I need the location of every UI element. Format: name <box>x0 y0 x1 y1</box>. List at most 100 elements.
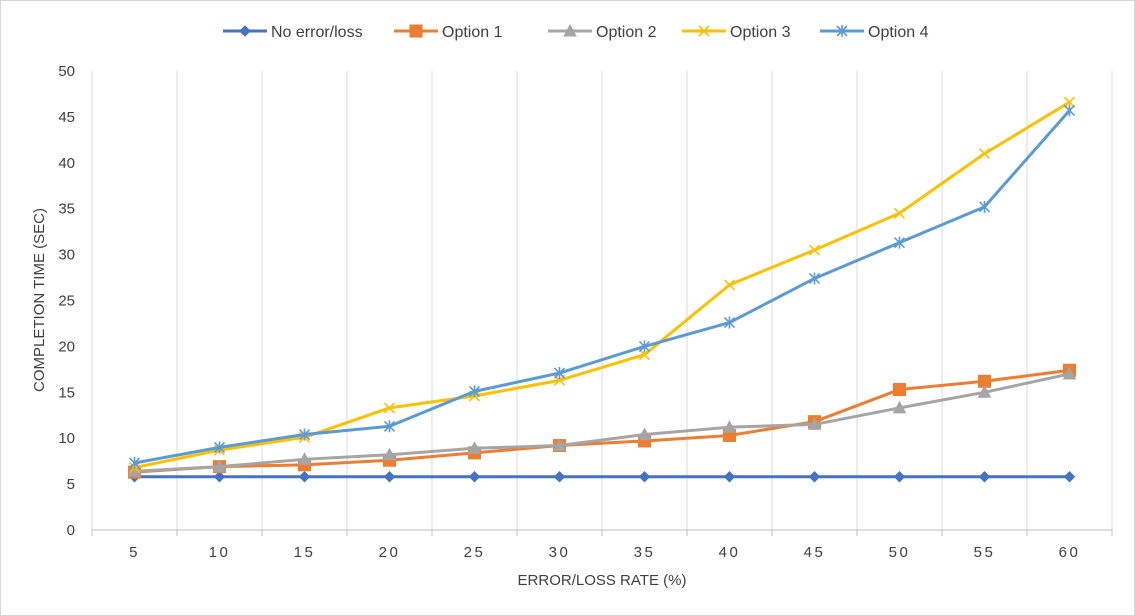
data-point-diamond <box>723 471 736 483</box>
series-option-2 <box>127 366 1077 477</box>
axes: 5 10 15 20 25 30 35 40 45 50 55 60 0 5 10 15 20 25 30 35 40 4… <box>58 63 1113 561</box>
data-point-triangle <box>722 420 737 433</box>
data-point-x <box>978 148 991 160</box>
data-point-diamond <box>383 471 396 483</box>
legend-label: Option 2 <box>596 24 657 41</box>
data-point-diamond <box>808 471 821 483</box>
y-tick-label: 20 <box>58 338 75 355</box>
data-point-triangle <box>1062 366 1077 380</box>
gridlines <box>91 71 1113 530</box>
data-point-diamond <box>213 471 226 483</box>
data-point-triangle <box>382 447 397 461</box>
marker-stroke <box>638 349 651 361</box>
data-point-x <box>638 349 651 361</box>
data-point-star <box>128 456 141 469</box>
x-tick-label: 10 <box>209 544 231 561</box>
series-option-4 <box>128 104 1076 469</box>
data-point-diamond <box>638 471 651 483</box>
data-point-square <box>893 383 906 397</box>
marker-stroke <box>698 25 710 37</box>
data-point-diamond <box>553 471 566 483</box>
y-tick-label: 35 <box>58 201 75 218</box>
data-point-star <box>383 420 396 433</box>
x-tick-label: 55 <box>974 544 996 561</box>
data-point-x <box>893 207 906 219</box>
data-point-star <box>298 428 311 441</box>
data-point-star <box>553 367 566 380</box>
data-point-x <box>698 25 710 37</box>
x-tick-label: 25 <box>464 544 486 561</box>
data-point-triangle <box>807 417 822 430</box>
legend: No error/loss Option 1 Option 2 Option 3 Opt… <box>223 23 929 41</box>
x-tick-label: 45 <box>804 544 826 561</box>
marker-stroke <box>893 207 906 219</box>
data-point-diamond <box>468 471 481 483</box>
series-line <box>133 108 1071 465</box>
data-point-square <box>409 24 423 38</box>
legend-label: Option 4 <box>868 24 929 41</box>
marker-stroke <box>383 402 396 414</box>
data-point-x <box>723 279 736 291</box>
data-point-x <box>1063 96 1076 108</box>
data-point-star <box>213 441 226 454</box>
x-axis-title: ERROR/LOSS RATE (%) <box>518 572 687 589</box>
legend-entry: Option 4 <box>820 24 929 41</box>
x-tick-label: 50 <box>889 544 911 561</box>
legend-entry: Option 3 <box>682 24 791 41</box>
data-point-diamond <box>893 471 906 483</box>
data-point-x <box>383 402 396 414</box>
marker-stroke <box>723 279 736 291</box>
marker-stroke <box>1063 96 1076 108</box>
data-point-triangle <box>563 23 577 37</box>
y-tick-label: 30 <box>58 247 75 264</box>
data-point-star <box>1063 104 1076 117</box>
legend-entry: Option 1 <box>394 24 503 41</box>
legend-label: No error/loss <box>271 24 363 41</box>
data-point-triangle <box>552 438 567 452</box>
series-line <box>133 100 1071 470</box>
y-tick-label: 15 <box>58 384 75 401</box>
data-point-star <box>468 385 481 398</box>
y-tick-label: 0 <box>67 522 75 539</box>
y-axis-title: COMPLETION TIME (SEC) <box>31 208 48 392</box>
data-point-star <box>638 340 651 353</box>
y-tick-label: 5 <box>67 476 75 493</box>
data-point-triangle <box>212 459 227 473</box>
data-point-diamond <box>978 471 991 483</box>
y-tick-label: 40 <box>58 155 75 172</box>
data-point-diamond <box>298 471 311 483</box>
data-point-triangle <box>467 441 482 454</box>
x-tick-label: 35 <box>634 544 656 561</box>
data-point-star <box>836 25 848 37</box>
series-lines <box>127 96 1077 483</box>
y-tick-label: 50 <box>58 63 75 80</box>
x-tick-label: 40 <box>719 544 741 561</box>
x-tick-label: 30 <box>549 544 571 561</box>
data-point-x <box>808 244 821 256</box>
data-point-star <box>978 200 991 213</box>
marker-stroke <box>808 244 821 256</box>
data-point-triangle <box>297 452 312 465</box>
x-tick-label: 15 <box>294 544 316 561</box>
data-point-diamond <box>1063 471 1076 483</box>
legend-label: Option 3 <box>730 24 791 41</box>
data-point-triangle <box>637 427 652 441</box>
data-point-star <box>893 236 906 249</box>
y-tick-label: 45 <box>58 109 75 126</box>
data-point-triangle <box>977 385 992 398</box>
marker-stroke <box>978 148 991 160</box>
legend-entry: Option 2 <box>548 23 657 41</box>
data-point-diamond <box>239 25 251 37</box>
y-tick-label: 10 <box>58 430 75 447</box>
data-point-triangle <box>892 400 907 414</box>
series-no-error-loss <box>128 471 1076 483</box>
legend-label: Option 1 <box>442 24 503 41</box>
legend-entry: No error/loss <box>223 24 363 41</box>
y-tick-label: 25 <box>58 293 75 310</box>
x-tick-label: 5 <box>129 544 140 561</box>
series-line <box>133 372 1071 473</box>
series-line <box>133 368 1071 474</box>
